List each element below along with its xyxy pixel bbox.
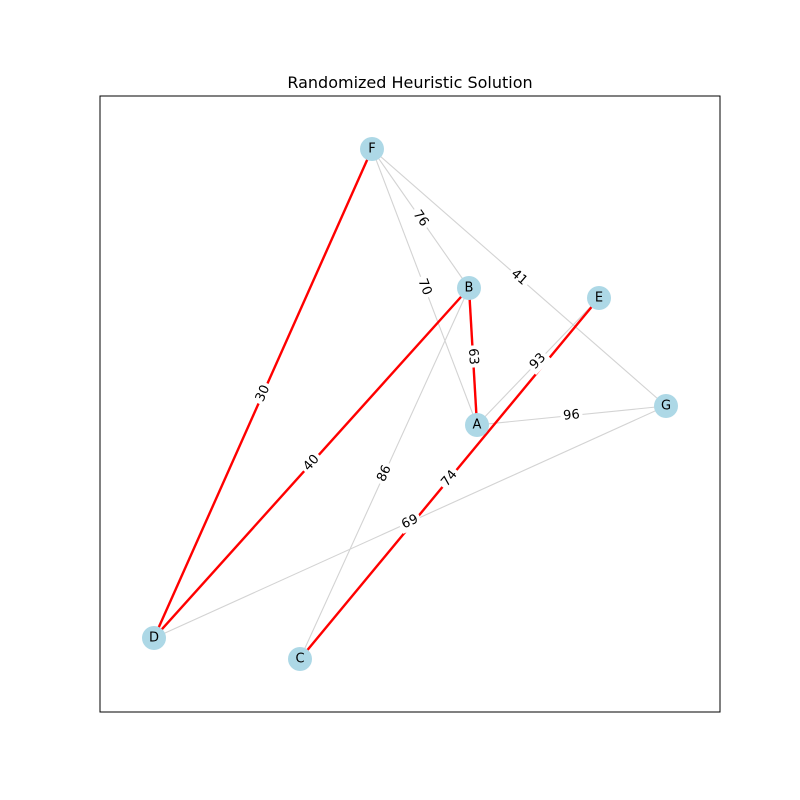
node-circle <box>465 413 489 437</box>
edge-label-F-G: 41 <box>505 264 533 291</box>
edge-label-F-A: 70 <box>413 273 436 301</box>
node-label: C <box>295 652 304 667</box>
node-D: D <box>142 626 166 650</box>
edge-label-background <box>524 348 552 375</box>
edge-label-B-C: 86 <box>372 460 397 487</box>
edge-label-F-B: 76 <box>407 204 434 233</box>
node-F: F <box>360 137 384 161</box>
edge-weight: 30 <box>253 383 273 404</box>
edge-label-background <box>298 449 325 477</box>
node-E: E <box>587 286 611 310</box>
node-label: F <box>368 142 375 157</box>
edge-label-D-G: 69 <box>396 510 424 534</box>
edge-label-A-E: 93 <box>524 348 552 375</box>
node-circle <box>587 286 611 310</box>
edge-label-background <box>464 345 482 368</box>
edge-label-background <box>372 460 397 487</box>
node-B: B <box>457 276 481 300</box>
node-C: C <box>288 647 312 671</box>
edge-weight: 86 <box>374 463 395 484</box>
chart-title: Randomized Heuristic Solution <box>287 73 532 92</box>
node-circle <box>457 276 481 300</box>
node-label: E <box>595 291 603 306</box>
node-circle <box>288 647 312 671</box>
edge-label-A-G: 96 <box>559 406 584 425</box>
node-label: A <box>473 418 482 433</box>
node-G: G <box>654 394 678 418</box>
node-circle <box>360 137 384 161</box>
edge-weight: 96 <box>563 407 581 424</box>
edge-label-F-D: 30 <box>251 380 275 407</box>
node-circle <box>142 626 166 650</box>
edge-label-background <box>559 406 584 425</box>
edge-weight: 70 <box>415 277 435 298</box>
edge-weight: 63 <box>465 348 481 365</box>
edge-labels-layer: 76 70 41 93 96 86 69 30 40 63 74 <box>251 204 584 534</box>
edge-label-background <box>396 510 424 534</box>
edge-label-background <box>413 273 436 301</box>
node-label: D <box>149 631 159 646</box>
nodes-layer: A B C D E F G <box>142 137 678 671</box>
edge-label-background <box>436 464 463 493</box>
edge-label-B-D: 40 <box>298 449 325 477</box>
edge-weight: 69 <box>399 512 420 532</box>
edge-label-background <box>251 380 275 407</box>
node-circle <box>654 394 678 418</box>
edge-label-E-C: 74 <box>436 464 463 493</box>
node-A: A <box>465 413 489 437</box>
plot-frame <box>99 95 721 713</box>
edge-label-B-A: 63 <box>464 345 482 368</box>
node-label: G <box>661 399 671 414</box>
edge-label-background <box>407 204 434 233</box>
edge-label-background <box>505 264 533 291</box>
node-label: B <box>465 281 474 296</box>
